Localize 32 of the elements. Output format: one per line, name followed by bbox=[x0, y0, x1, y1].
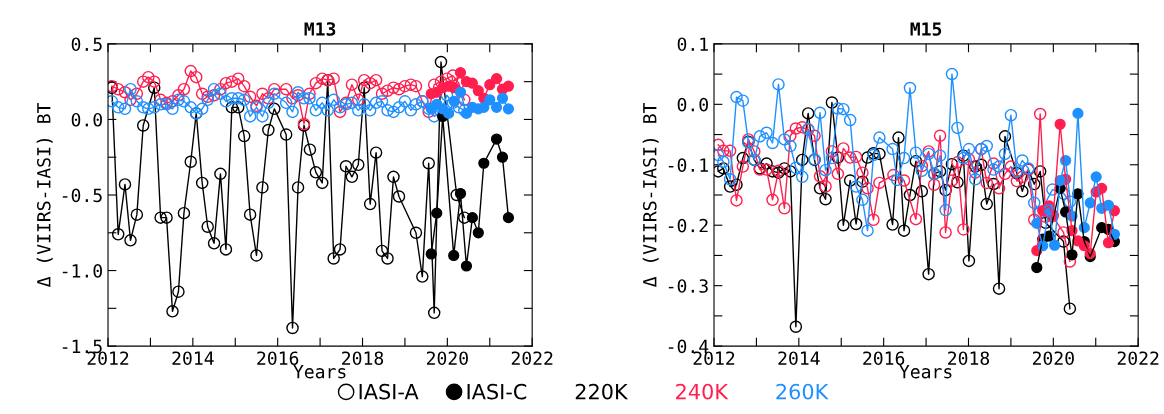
x-tick-label: 2020 bbox=[1032, 351, 1074, 366]
x-tick-label: 2014 bbox=[778, 351, 820, 366]
y-tick-label: 0.0 bbox=[71, 112, 102, 127]
y-tick-label: -0.4 bbox=[668, 339, 709, 354]
y-tick-label: -0.3 bbox=[668, 279, 708, 293]
text: 220K bbox=[575, 383, 629, 400]
y-axis-title: Δ (VIIRS-IASI) BT bbox=[642, 103, 659, 288]
text: IASI-A bbox=[359, 383, 419, 400]
y-tick-label: 0.0 bbox=[677, 97, 708, 112]
x-tick-label: 2016 bbox=[257, 351, 299, 366]
x-tick-label: 2022 bbox=[1117, 351, 1159, 366]
x-tick-label: 2012 bbox=[693, 351, 735, 366]
x-tick-label: 2022 bbox=[511, 351, 553, 366]
y-tick-label: -0.1 bbox=[668, 158, 708, 172]
text: IASI-C bbox=[467, 383, 527, 400]
y-tick-label: -0.2 bbox=[668, 218, 708, 233]
x-tick-label: 2018 bbox=[948, 351, 990, 366]
y-tick-label: 0.5 bbox=[71, 37, 102, 52]
x-tick-label: 2014 bbox=[172, 351, 214, 366]
x-tick-label: 2020 bbox=[426, 351, 468, 366]
x-tick-label: 2018 bbox=[342, 351, 384, 366]
y-tick-label: 0.1 bbox=[677, 37, 708, 52]
text: 240K bbox=[676, 383, 729, 400]
text: 260K bbox=[776, 383, 829, 400]
y-tick-label: -1.0 bbox=[62, 264, 102, 278]
chart-title: M13 bbox=[304, 22, 336, 36]
x-axis-title: Years bbox=[293, 365, 346, 379]
y-tick-label: -0.5 bbox=[62, 188, 102, 203]
y-axis-title: Δ (VIIRS-IASI) BT bbox=[36, 103, 53, 288]
chart-title: M15 bbox=[910, 22, 942, 36]
x-axis-title: Years bbox=[899, 365, 952, 379]
x-tick-label: 2016 bbox=[863, 351, 905, 366]
